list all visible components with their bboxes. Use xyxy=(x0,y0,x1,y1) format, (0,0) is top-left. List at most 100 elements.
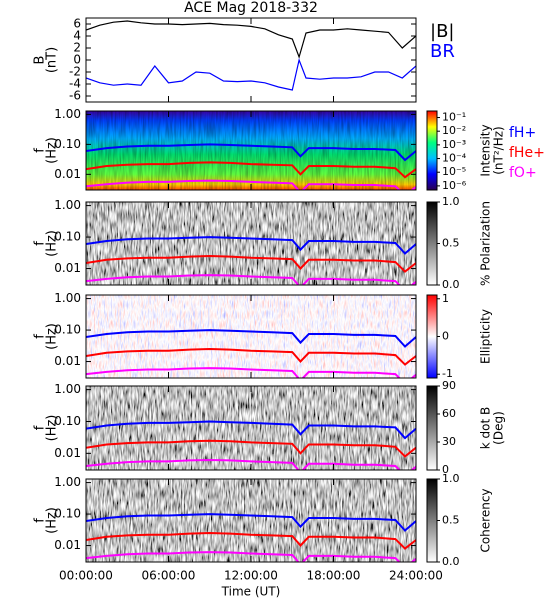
y-axis-label: (nT) xyxy=(45,47,60,73)
y-tick-label: 0.10 xyxy=(54,230,81,244)
y-tick-label: 2 xyxy=(73,41,81,55)
y-tick-label: -2 xyxy=(69,65,81,79)
series-line xyxy=(86,161,416,179)
colorbar-tick-label: 0.5 xyxy=(442,514,460,527)
series-line xyxy=(86,347,416,366)
plot-frame xyxy=(85,110,417,191)
colorbar xyxy=(426,110,438,191)
series-group xyxy=(86,329,416,378)
colorbar-tick-label: 10⁻⁵ xyxy=(442,165,466,178)
colorbar-label: % Polarization xyxy=(479,201,493,286)
colorbar-tick-label: 0.5 xyxy=(442,237,460,250)
plot-frame xyxy=(85,294,417,379)
colorbar-tick-label: 1.0 xyxy=(442,472,460,485)
spectrogram-texture xyxy=(86,111,416,190)
x-tick-label: 06:00:00 xyxy=(142,569,196,583)
series-line xyxy=(86,551,416,562)
series-line xyxy=(86,274,416,285)
y-tick-label: 0.10 xyxy=(54,414,81,428)
y-tick-label: 0 xyxy=(73,53,81,67)
colorbar-tick-label: 0.0 xyxy=(442,278,460,291)
y-axis-label: B xyxy=(33,56,48,65)
colorbar-label: (nT²/Hz) xyxy=(492,126,506,174)
y-axis-label: (Hz) xyxy=(45,323,60,350)
colorbar-tick-label: 0.0 xyxy=(442,555,460,568)
y-axis-label: (Hz) xyxy=(45,415,60,442)
legend-label: |B| xyxy=(430,21,454,42)
y-tick-label: 1.00 xyxy=(54,475,81,489)
colorbar-tick-label: 60 xyxy=(442,407,456,420)
y-tick-label: 0.01 xyxy=(54,261,81,275)
series-line xyxy=(86,57,416,91)
y-tick-label: 0.01 xyxy=(54,167,81,181)
y-tick-label: 0.01 xyxy=(54,538,81,552)
colorbar-tick-label: 90 xyxy=(442,379,456,392)
colorbar-tick-label: 1.0 xyxy=(442,195,460,208)
y-tick-label: 0.01 xyxy=(54,446,81,460)
colorbar-tick-label: 0 xyxy=(442,330,449,343)
series-line xyxy=(86,513,416,532)
y-tick-label: 1.00 xyxy=(54,198,81,212)
series-line xyxy=(86,367,416,378)
y-axis-label: f xyxy=(33,425,48,430)
x-tick-label: 00:00:00 xyxy=(59,569,113,583)
x-tick-label: 24:00:00 xyxy=(389,569,443,583)
series-line xyxy=(86,439,416,458)
colorbar xyxy=(426,294,438,379)
colorbar-label: Coherency xyxy=(479,488,493,552)
colorbar-tick-label: 10⁻² xyxy=(442,124,466,137)
series-group xyxy=(86,143,416,190)
y-tick-label: 0.10 xyxy=(54,507,81,521)
x-tick-label: 18:00:00 xyxy=(307,569,361,583)
plot-frame xyxy=(85,478,417,563)
spectrogram-bg xyxy=(86,386,416,470)
chart-title: ACE Mag 2018-332 xyxy=(184,0,318,16)
colorbar-tick-label: 0 xyxy=(442,463,449,476)
series-group xyxy=(86,236,416,285)
y-axis-label: f xyxy=(33,334,48,339)
y-axis-label: (Hz) xyxy=(45,507,60,534)
x-axis-label: Time (UT) xyxy=(221,585,281,599)
colorbar xyxy=(426,201,438,286)
y-tick-label: 0.10 xyxy=(54,137,81,151)
series-line xyxy=(86,20,416,59)
colorbar-tick-label: 10⁻³ xyxy=(442,138,466,151)
plot-frame xyxy=(85,385,417,471)
legend-label: fH+ xyxy=(509,125,536,141)
y-axis-label: f xyxy=(33,241,48,246)
series-line xyxy=(86,143,416,162)
y-tick-label: 4 xyxy=(73,29,81,43)
series-group xyxy=(86,20,416,91)
series-line xyxy=(86,254,416,273)
series-group xyxy=(86,513,416,562)
colorbar-tick-label: 1 xyxy=(442,292,449,305)
colorbar-label: Intensity xyxy=(479,124,493,176)
series-line xyxy=(86,329,416,348)
y-tick-label: -6 xyxy=(69,89,81,103)
plot-frame xyxy=(85,201,417,286)
colorbar-label: k dot B xyxy=(479,407,493,449)
y-tick-label: 1.00 xyxy=(54,291,81,305)
colorbar xyxy=(426,385,438,471)
spectrogram-bg xyxy=(86,295,416,378)
colorbar-tick-label: 10⁻⁴ xyxy=(442,152,467,165)
plot-frame xyxy=(85,17,417,103)
y-tick-label: 6 xyxy=(73,17,81,31)
y-tick-label: 0.01 xyxy=(54,354,81,368)
y-tick-label: 1.00 xyxy=(54,107,81,121)
colorbar-label: Ellipticity xyxy=(479,309,493,364)
colorbar xyxy=(426,478,438,563)
legend-label: fHe+ xyxy=(509,145,545,161)
series-line xyxy=(86,236,416,255)
legend-label: BR xyxy=(430,41,455,62)
series-line xyxy=(86,420,416,440)
colorbar-tick-label: -1 xyxy=(442,367,453,380)
colorbar-tick-label: 10⁻¹ xyxy=(442,111,466,124)
x-tick-label: 12:00:00 xyxy=(224,569,278,583)
y-axis-label: f xyxy=(33,518,48,523)
series-line xyxy=(86,531,416,550)
y-tick-label: 1.00 xyxy=(54,382,81,396)
spectrogram-bg xyxy=(86,202,416,285)
series-group xyxy=(86,420,416,470)
